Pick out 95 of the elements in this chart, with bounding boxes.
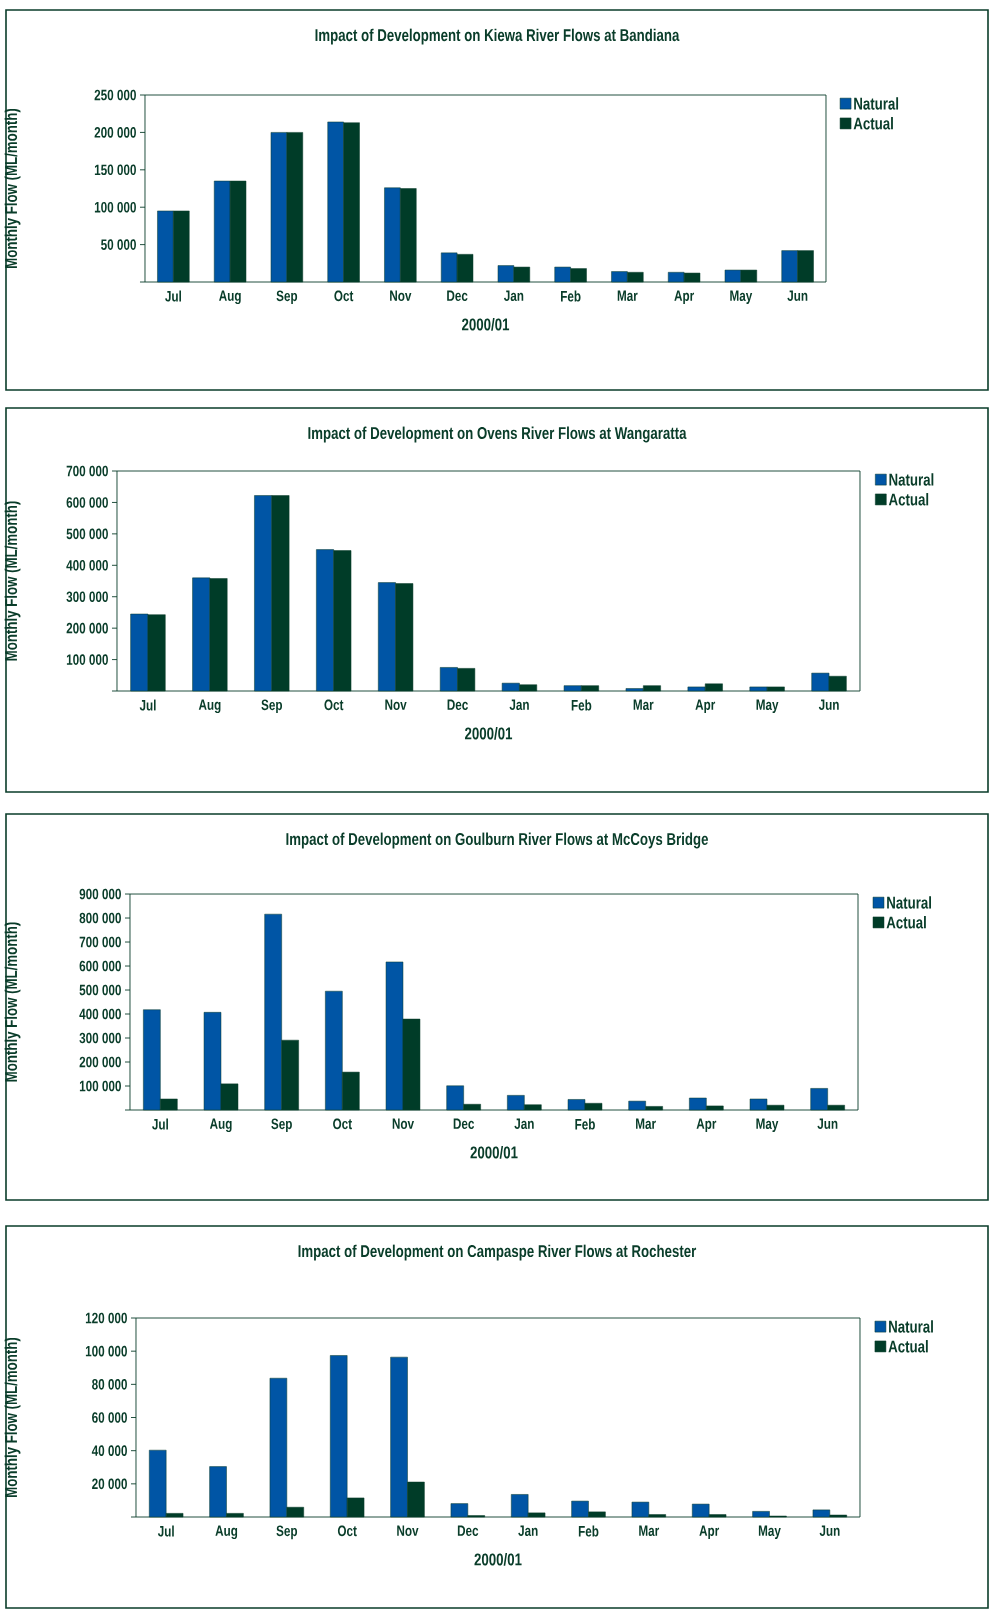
x-tick-label: Apr	[695, 699, 716, 713]
y-tick-label: 400 000	[79, 1008, 121, 1020]
y-tick-label: 200 000	[79, 1056, 121, 1068]
legend-label: Actual	[888, 1340, 928, 1353]
y-axis-title: Monthly Flow (ML/month)	[4, 501, 21, 661]
y-tick-label: 400 000	[66, 559, 108, 571]
x-tick-label: Sep	[261, 699, 283, 714]
x-tick-label: Aug	[219, 290, 241, 305]
x-tick-label: Mar	[617, 290, 638, 301]
x-axis-title: 2000/01	[464, 727, 513, 740]
y-tick-label: 60 000	[92, 1412, 127, 1423]
legend-label: Natural	[854, 97, 899, 110]
x-tick-label: Oct	[333, 1118, 352, 1130]
x-axis-title: 2000/01	[474, 1553, 522, 1566]
chart-title: Impact of Development on Goulburn River Flows at McCoys Bridge	[286, 832, 708, 849]
x-tick-label: Mar	[636, 1118, 656, 1130]
y-tick-label: 300 000	[66, 591, 108, 603]
x-tick-label: Jul	[139, 699, 156, 711]
x-tick-label: Nov	[397, 1525, 419, 1537]
y-tick-label: 100 000	[85, 1345, 127, 1357]
y-tick-label: 800 000	[79, 912, 121, 924]
x-tick-label: Sep	[276, 1525, 298, 1540]
x-tick-label: May	[758, 1525, 781, 1539]
x-tick-label: Mar	[633, 699, 654, 711]
x-tick-label: Jan	[514, 1118, 534, 1130]
y-tick-label: 100 000	[66, 654, 108, 665]
y-tick-label: 250 000	[94, 89, 136, 101]
legend-label: Natural	[889, 1320, 933, 1333]
y-tick-label: 700 000	[79, 936, 121, 948]
x-tick-label: May	[756, 1118, 779, 1132]
x-tick-label: Jan	[518, 1525, 538, 1537]
x-tick-label: Sep	[276, 290, 298, 305]
x-tick-label: Oct	[337, 1525, 357, 1537]
x-tick-label: Dec	[453, 1118, 475, 1130]
y-tick-label: 40 000	[91, 1445, 127, 1456]
x-tick-label: Feb	[578, 1525, 599, 1537]
x-tick-label: Jul	[157, 1525, 174, 1537]
legend-label: Actual	[853, 117, 893, 130]
y-tick-label: 600 000	[79, 960, 121, 972]
y-tick-label: 120 000	[85, 1312, 127, 1324]
y-tick-label: 100 000	[94, 201, 136, 213]
y-tick-label: 200 000	[94, 127, 136, 138]
x-tick-label: Jul	[165, 290, 181, 302]
x-tick-label: Aug	[198, 699, 221, 714]
y-tick-label: 80 000	[92, 1379, 127, 1390]
y-tick-label: 500 000	[79, 984, 121, 996]
y-axis-title: Monthly Flow (ML/month)	[4, 108, 21, 268]
y-tick-label: 200 000	[66, 622, 108, 634]
x-tick-label: Dec	[447, 290, 468, 301]
x-tick-label: Nov	[392, 1118, 415, 1130]
x-tick-label: Aug	[209, 1118, 232, 1133]
x-tick-label: May	[756, 699, 779, 713]
x-tick-label: Feb	[575, 1118, 595, 1130]
x-tick-label: Apr	[699, 1525, 720, 1539]
y-tick-label: 900 000	[79, 888, 121, 900]
x-tick-label: May	[730, 290, 753, 304]
x-tick-label: Oct	[334, 290, 354, 302]
chart-title: Impact of Development on Ovens River Flows at Wangaratta	[308, 426, 687, 443]
y-tick-label: 300 000	[79, 1032, 121, 1044]
x-tick-label: Feb	[571, 699, 592, 711]
y-tick-label: 20 000	[92, 1478, 127, 1490]
x-tick-label: Nov	[390, 290, 412, 301]
x-tick-label: Feb	[561, 290, 581, 302]
x-tick-label: Jun	[817, 1118, 838, 1130]
chart-title: Impact of Development on Campaspe River Flows at Rochester	[298, 1244, 697, 1261]
x-tick-label: Aug	[215, 1525, 238, 1540]
chart-title: Impact of Development on Kiewa River Flows at Bandiana	[315, 28, 680, 45]
y-tick-label: 100 000	[79, 1080, 121, 1092]
x-tick-label: Jul	[152, 1118, 168, 1130]
x-tick-label: Jun	[819, 1525, 840, 1537]
x-tick-label: Oct	[324, 699, 344, 711]
y-axis-title: Monthly Flow (ML/month)	[4, 1337, 21, 1497]
legend-label: Natural	[887, 896, 931, 909]
legend-label: Actual	[888, 493, 929, 506]
legend-label: Actual	[886, 916, 926, 929]
y-tick-label: 500 000	[66, 528, 108, 540]
y-tick-label: 700 000	[66, 465, 108, 477]
x-tick-label: Jun	[818, 699, 839, 711]
y-tick-label: 150 000	[94, 164, 136, 176]
x-tick-label: Mar	[639, 1525, 660, 1537]
x-tick-label: Jun	[787, 290, 808, 301]
x-tick-label: Dec	[457, 1525, 479, 1537]
y-tick-label: 600 000	[66, 497, 108, 508]
legend-label: Natural	[889, 473, 934, 486]
x-tick-label: Apr	[674, 290, 695, 304]
x-tick-label: Sep	[271, 1118, 292, 1133]
x-axis-title: 2000/01	[461, 318, 510, 331]
x-tick-label: Jan	[503, 290, 524, 301]
x-tick-label: Jan	[509, 699, 529, 711]
x-tick-label: Nov	[385, 699, 407, 711]
x-tick-label: Apr	[696, 1118, 717, 1132]
y-axis-title: Monthly Flow (ML/month)	[4, 922, 21, 1082]
y-tick-label: 50 000	[101, 239, 136, 250]
x-axis-title: 2000/01	[470, 1146, 518, 1159]
x-tick-label: Dec	[447, 699, 468, 711]
